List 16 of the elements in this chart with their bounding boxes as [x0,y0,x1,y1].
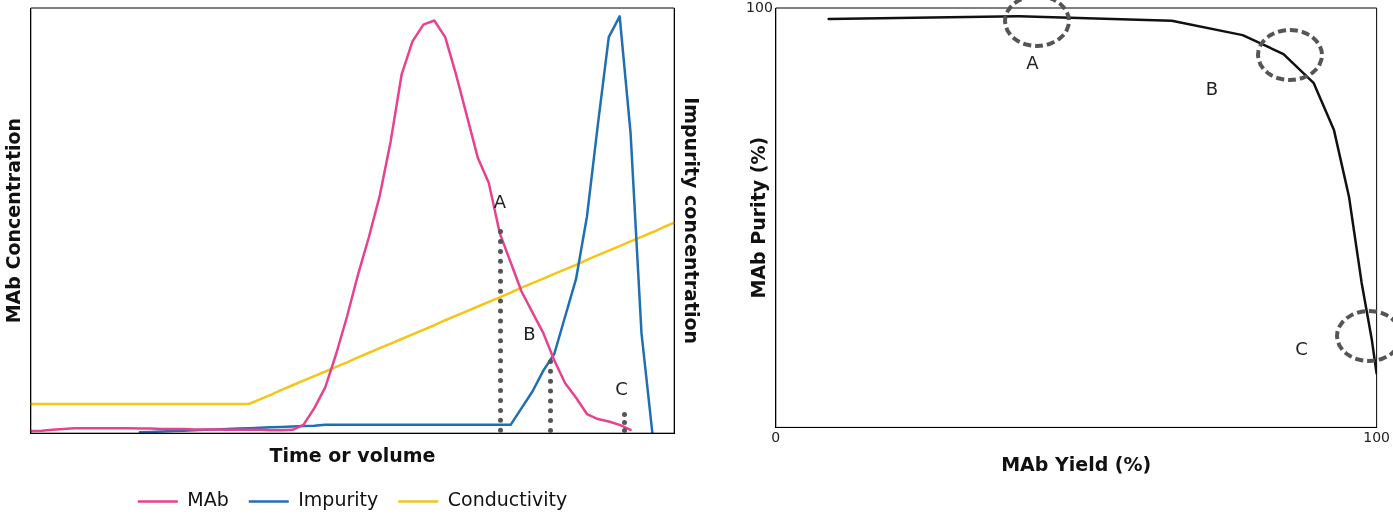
annotation: A [1026,51,1040,73]
annotation: C [1295,337,1308,359]
annotation: B [523,323,536,345]
legend-label: MAb [187,488,229,511]
y-axis-title: MAb Purity (%) [747,136,770,299]
annotation: A [493,191,507,213]
annotation: C [615,378,628,400]
x-axis-title: MAb Yield (%) [1001,452,1152,475]
x-tick-label: 0 [771,429,781,446]
annotation: B [1205,77,1219,99]
legend-label: Impurity [298,488,379,511]
y-axis-title: MAb Concentration [2,117,25,324]
y2-axis-title: Impurity concentration [680,97,703,345]
x-axis-title: Time or volume [269,443,436,466]
text: 100 [746,0,773,15]
legend-label: Conductivity [447,488,568,511]
